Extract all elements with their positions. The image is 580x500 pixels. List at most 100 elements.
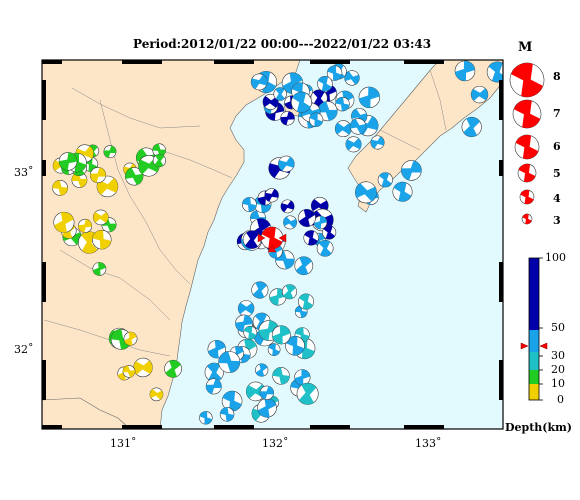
event-symbol bbox=[78, 218, 93, 233]
event-symbol bbox=[272, 367, 290, 385]
magnitude-legend-symbol bbox=[519, 189, 535, 205]
magnitude-legend-symbol bbox=[514, 134, 540, 160]
event-symbol bbox=[122, 365, 136, 378]
event-symbol bbox=[149, 387, 164, 402]
event-symbol bbox=[133, 357, 153, 378]
event-symbol bbox=[269, 288, 287, 306]
depth-label-100: 100 bbox=[545, 251, 566, 264]
event-symbol bbox=[242, 230, 262, 249]
depth-label-20: 20 bbox=[551, 363, 565, 376]
mag-label-6: 6 bbox=[553, 140, 561, 153]
event-symbol bbox=[335, 96, 350, 112]
event-markers bbox=[52, 60, 503, 425]
event-symbol bbox=[401, 160, 422, 181]
event-symbol bbox=[125, 167, 144, 186]
event-symbol bbox=[205, 378, 222, 395]
mag-label-4: 4 bbox=[553, 192, 561, 205]
event-symbol bbox=[454, 60, 476, 82]
frame-scale-bars bbox=[42, 60, 503, 429]
event-symbol bbox=[317, 101, 338, 122]
event-symbol bbox=[273, 87, 287, 101]
event-symbol bbox=[164, 359, 182, 378]
x-tick-132: 132˚ bbox=[262, 437, 289, 450]
depth-label-0: 0 bbox=[557, 393, 564, 406]
y-tick-32: 32˚ bbox=[14, 343, 34, 356]
event-symbol bbox=[243, 325, 258, 340]
event-symbol bbox=[297, 293, 315, 310]
event-symbol bbox=[58, 152, 78, 171]
event-symbol bbox=[52, 180, 68, 196]
event-symbol bbox=[53, 211, 75, 233]
event-symbol bbox=[313, 215, 328, 230]
y-tick-33: 33˚ bbox=[14, 166, 34, 179]
event-symbol bbox=[291, 91, 312, 113]
event-symbol bbox=[262, 93, 279, 110]
magnitude-legend-symbol bbox=[509, 62, 545, 98]
event-symbol bbox=[349, 118, 367, 135]
mag-label-7: 7 bbox=[553, 107, 561, 120]
event-symbol bbox=[92, 209, 109, 226]
event-symbol bbox=[283, 215, 297, 230]
map-frame bbox=[41, 59, 504, 430]
event-symbol bbox=[204, 362, 224, 382]
depth-label-30: 30 bbox=[551, 349, 565, 362]
event-symbol bbox=[242, 197, 257, 212]
event-symbol bbox=[377, 172, 393, 188]
x-tick-131: 131˚ bbox=[110, 437, 137, 450]
event-symbol bbox=[71, 172, 88, 188]
event-symbol bbox=[358, 86, 381, 109]
event-symbol bbox=[303, 230, 319, 246]
event-symbol bbox=[103, 145, 117, 159]
event-symbol bbox=[297, 209, 316, 227]
event-symbol bbox=[199, 411, 213, 425]
event-symbol bbox=[237, 300, 255, 317]
event-symbol bbox=[218, 351, 241, 373]
depth-unit: Depth(km) bbox=[505, 421, 572, 434]
event-symbol bbox=[92, 229, 112, 250]
event-symbol bbox=[123, 331, 138, 346]
event-symbol bbox=[264, 188, 279, 203]
event-symbol bbox=[308, 112, 324, 127]
mag-label-8: 8 bbox=[553, 70, 561, 83]
event-symbol bbox=[317, 76, 333, 92]
event-symbol bbox=[207, 340, 226, 359]
event-symbol bbox=[271, 325, 291, 345]
event-symbol bbox=[344, 70, 360, 86]
magnitude-legend-symbol bbox=[521, 213, 533, 225]
magnitude-legend-header: M bbox=[518, 40, 533, 55]
event-symbol bbox=[280, 110, 295, 126]
magnitude-legend-symbol bbox=[517, 163, 537, 183]
event-symbol bbox=[92, 262, 107, 276]
south-land bbox=[42, 397, 131, 429]
depth-label-10: 10 bbox=[551, 377, 565, 390]
event-symbol bbox=[259, 385, 274, 400]
event-symbol bbox=[296, 382, 319, 405]
event-symbol bbox=[294, 369, 311, 386]
depth-colorbar bbox=[520, 257, 548, 401]
event-symbol bbox=[322, 225, 337, 240]
mag-label-5: 5 bbox=[553, 167, 561, 180]
event-symbol bbox=[251, 281, 269, 299]
depth-marker bbox=[520, 342, 529, 350]
mag-label-3: 3 bbox=[553, 214, 561, 227]
event-symbol bbox=[334, 120, 352, 138]
event-symbol bbox=[281, 284, 298, 300]
event-symbol bbox=[257, 398, 277, 418]
x-tick-133: 133˚ bbox=[415, 437, 442, 450]
event-symbol bbox=[250, 73, 268, 91]
event-symbol bbox=[89, 167, 107, 184]
event-symbol bbox=[470, 85, 489, 104]
event-symbol bbox=[316, 239, 334, 257]
event-symbol bbox=[461, 116, 482, 138]
event-symbol bbox=[370, 135, 385, 150]
magnitude-legend bbox=[509, 62, 545, 225]
depth-label-50: 50 bbox=[551, 321, 565, 334]
magnitude-legend-symbol bbox=[512, 99, 542, 129]
event-symbol bbox=[294, 256, 314, 276]
event-symbol bbox=[219, 407, 235, 422]
event-symbol bbox=[221, 390, 243, 412]
event-symbol bbox=[355, 181, 377, 204]
event-symbol bbox=[267, 343, 281, 356]
